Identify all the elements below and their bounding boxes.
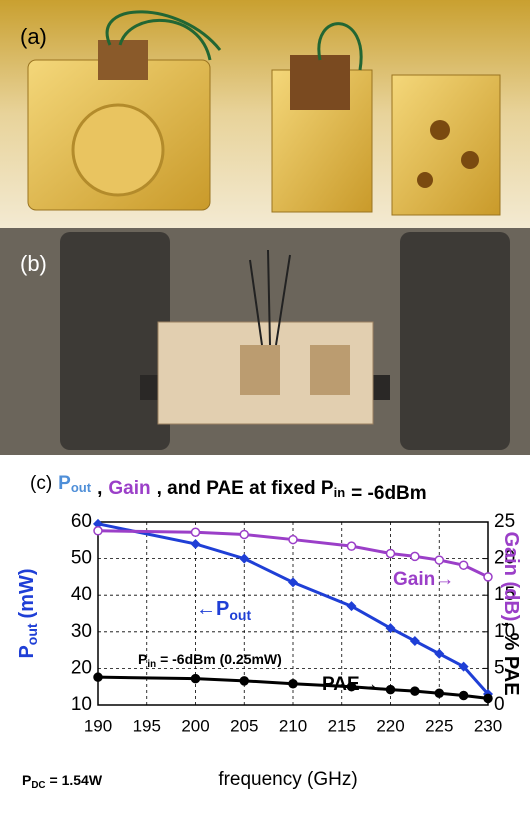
annotation-sub: in [147, 659, 156, 670]
annotation-text: ←P [196, 598, 229, 620]
annotation-text: P [138, 651, 147, 667]
y-label-main: P [16, 645, 38, 658]
panel-label: (b) [20, 251, 47, 276]
marker [191, 539, 201, 549]
annotation-sub: DC [31, 780, 45, 791]
x-tick-label: 220 [376, 716, 404, 735]
marker [348, 542, 356, 550]
annotation: PAE→ [322, 674, 379, 695]
annotation: PDC = 1.54W [22, 772, 103, 791]
y2-label-part: Gain (dB) [500, 531, 522, 621]
title-sub: in [334, 485, 346, 500]
y2-tick-label: 25 [494, 511, 515, 532]
marker [387, 549, 395, 557]
marker [484, 694, 492, 702]
title-part: = -6dBm [351, 483, 427, 504]
marker [288, 577, 298, 587]
marker [484, 573, 492, 581]
annotation: ←Pout [196, 598, 251, 622]
title-sub: out [71, 480, 92, 495]
marker [239, 554, 249, 564]
marker [240, 677, 248, 685]
marker [289, 536, 297, 544]
figure: (a) (b) (c) Pout, Gain , and PAE at fixed P… [0, 0, 530, 827]
title-part: Gain [108, 478, 150, 499]
annotation-rest: = -6dBm (0.25mW) [160, 651, 282, 667]
chart-title: (c) Pout, Gain , and PAE at fixed Pin = -6dB… [30, 473, 427, 504]
y2-label-part: , % PAE [500, 621, 522, 695]
marker [94, 673, 102, 681]
y-label-sub: out [24, 623, 40, 645]
annotation-text: PAE→ [322, 674, 379, 695]
chart: (c)Pout,Gain, and PAE at fixed Pin= -6dB… [16, 473, 521, 791]
x-tick-label: 200 [181, 716, 209, 735]
x-axis-label: frequency (GHz) [218, 769, 357, 790]
marker [387, 686, 395, 694]
y-tick-label: 50 [71, 548, 92, 569]
title-part: , and PAE at fixed P [157, 478, 334, 499]
annotation-rest: = 1.54W [50, 772, 103, 788]
y-tick-label: 40 [71, 584, 92, 605]
photo-a: (a) [0, 0, 530, 228]
marker [94, 527, 102, 535]
marker [411, 552, 419, 560]
annotation-text: P [22, 772, 31, 788]
y2-tick-label: 0 [494, 694, 505, 715]
y-tick-label: 60 [71, 511, 92, 532]
marker [192, 528, 200, 536]
annotation: Pin = -6dBm (0.25mW) [138, 651, 282, 670]
panel-label: (a) [20, 24, 47, 49]
marker [192, 675, 200, 683]
y-label-rest: (mW) [16, 568, 38, 618]
marker [435, 556, 443, 564]
marker [411, 687, 419, 695]
x-tick-label: 225 [425, 716, 453, 735]
photo-b: (b) [0, 228, 530, 455]
y-tick-label: 10 [71, 694, 92, 715]
marker [289, 680, 297, 688]
x-tick-label: 210 [279, 716, 307, 735]
title-part: P [58, 473, 71, 494]
y-tick-label: 20 [71, 657, 92, 678]
y-tick-label: 30 [71, 621, 92, 642]
annotation-sub: out [229, 607, 251, 623]
marker [460, 691, 468, 699]
title-part: , [97, 478, 102, 499]
title-part: (c) [30, 473, 52, 494]
x-tick-label: 205 [230, 716, 258, 735]
y-axis-label: Pout (mW) [16, 568, 39, 658]
x-tick-label: 215 [328, 716, 356, 735]
y2-axis-label: Gain (dB), % PAE [500, 531, 522, 695]
x-tick-label: 230 [474, 716, 502, 735]
marker [240, 530, 248, 538]
annotation-text: Gain→ [393, 569, 454, 590]
marker [435, 689, 443, 697]
x-tick-label: 195 [133, 716, 161, 735]
annotation: Gain→ [393, 569, 454, 590]
marker [460, 561, 468, 569]
x-tick-label: 190 [84, 716, 112, 735]
